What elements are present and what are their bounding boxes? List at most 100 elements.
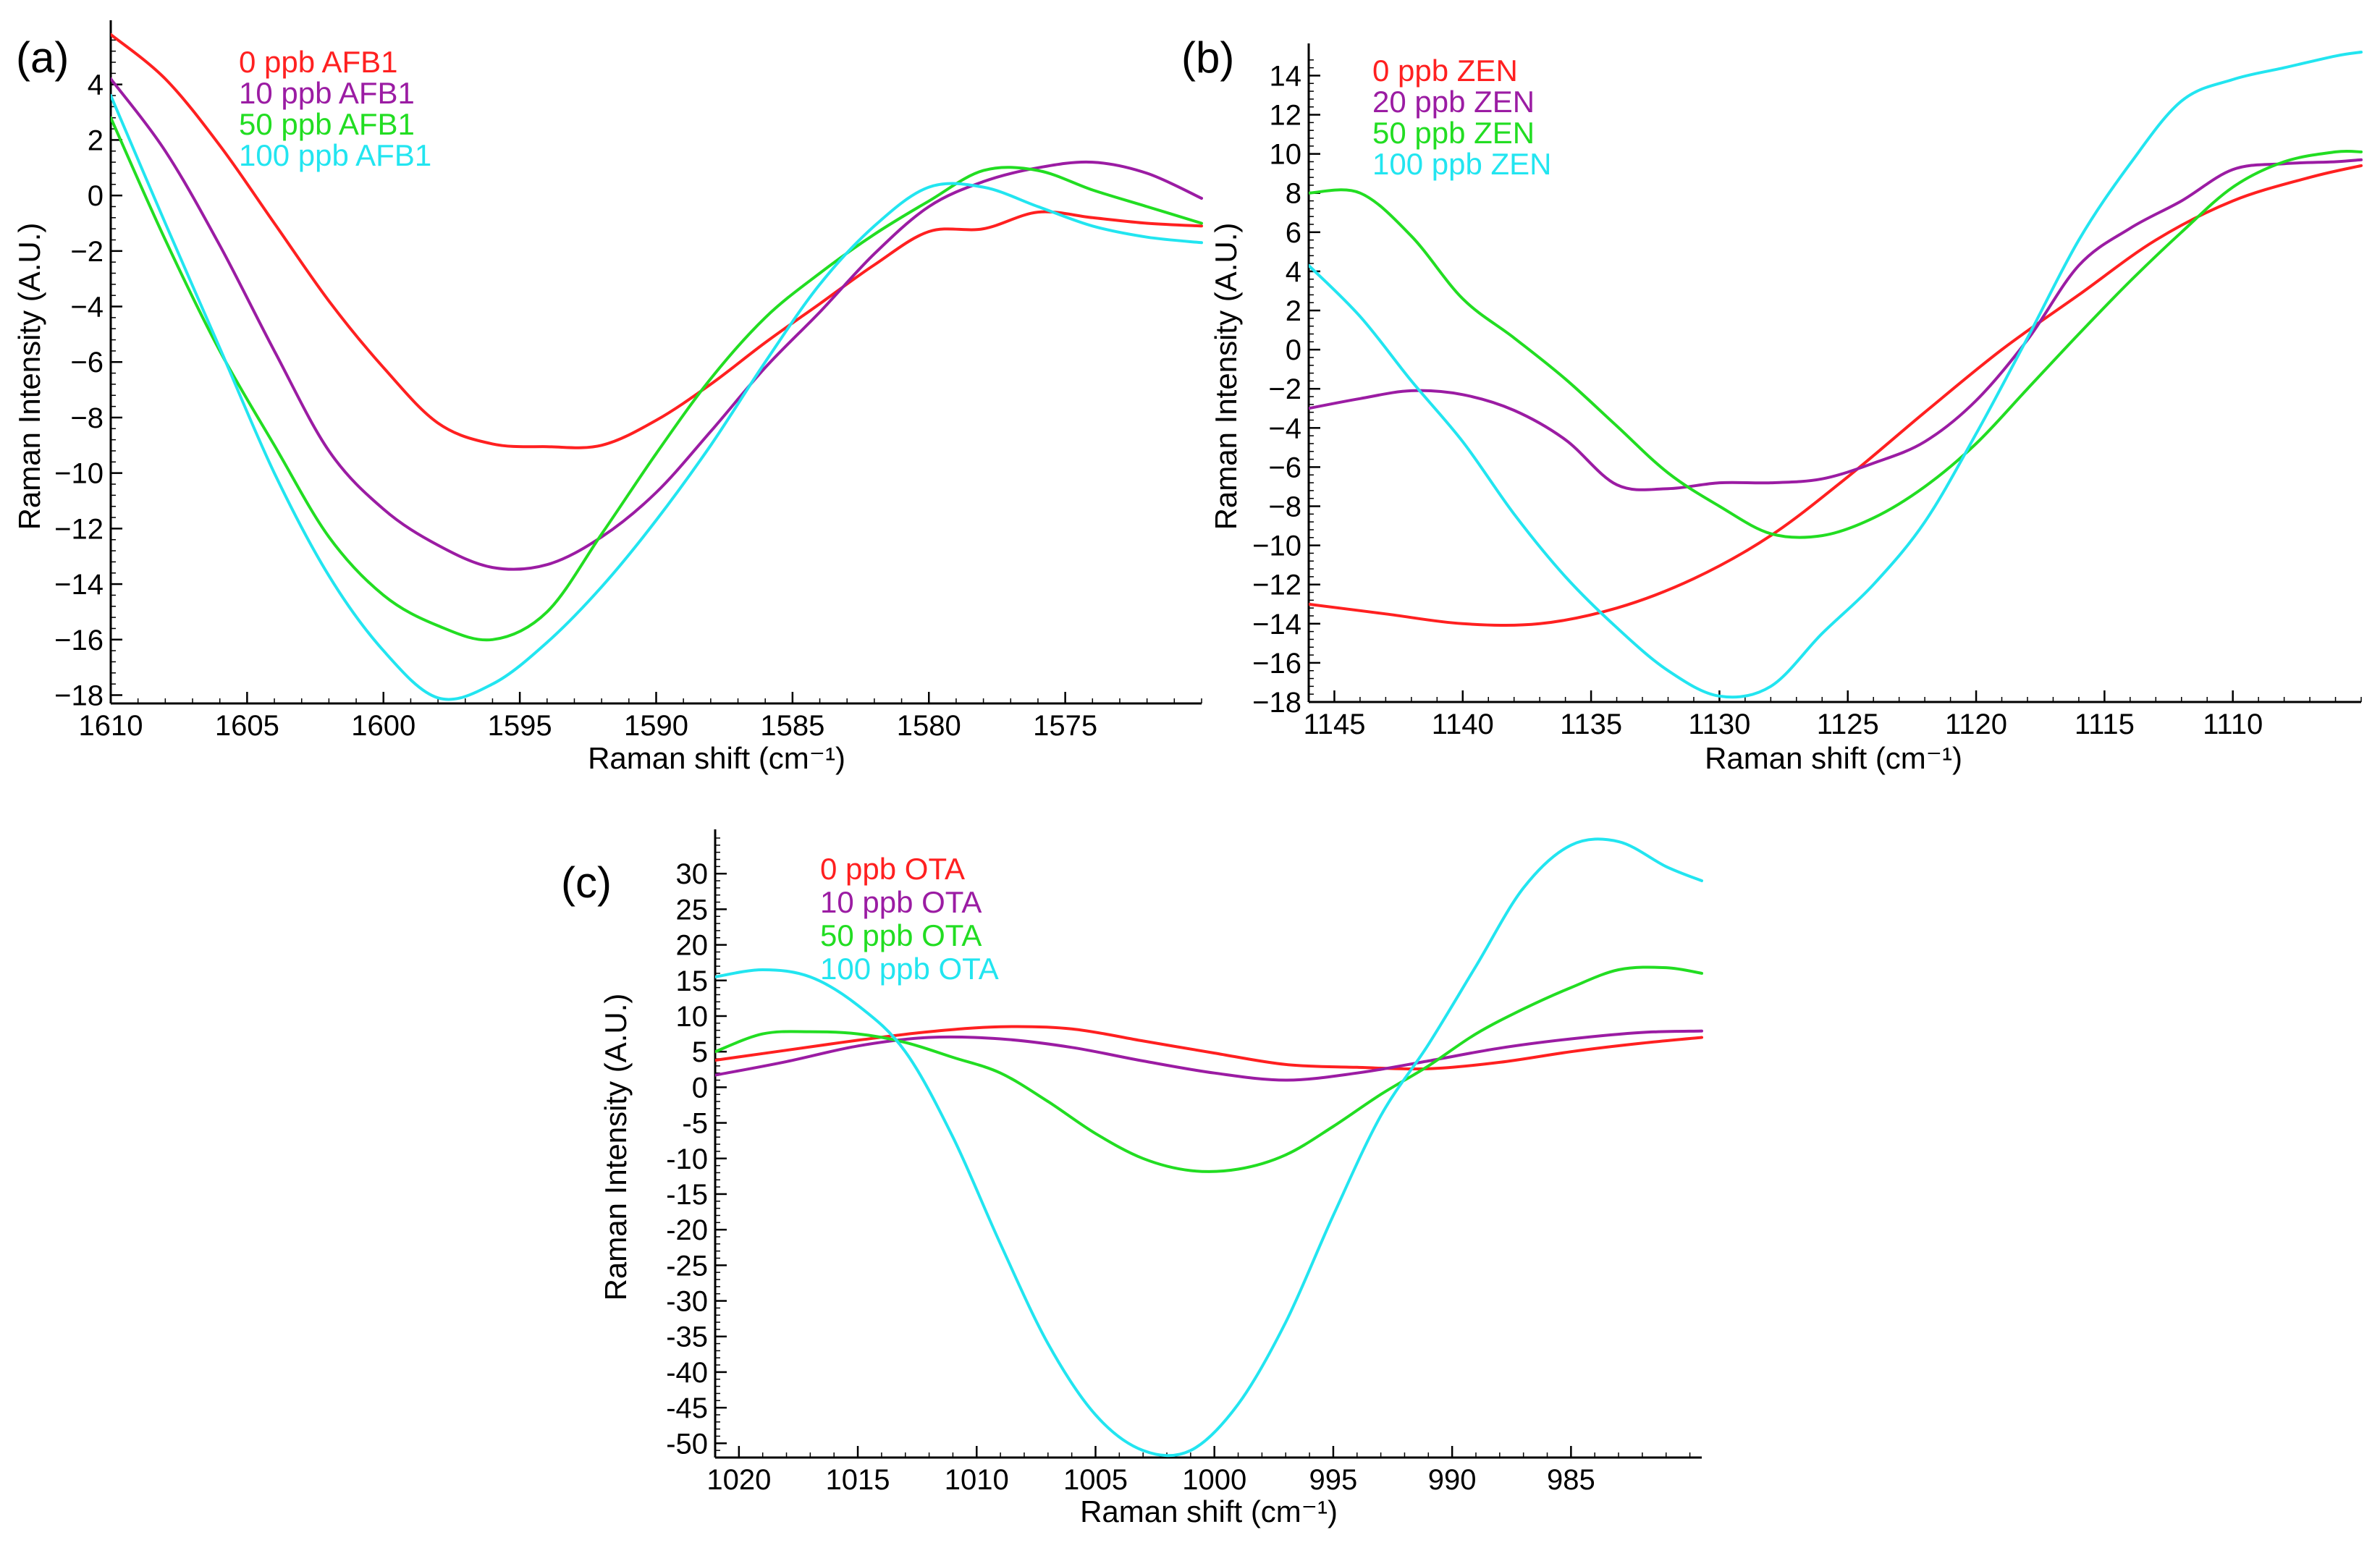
panel-3: 1020 1015 1010 1005 1000 995 990 98530252015105… [561, 829, 1703, 1528]
y-tick-label: 2 [88, 124, 104, 156]
panel-1: 1610 1605 1600 1595 1590 1585 1580 1575 4 2 0 −2 −4 −… [12, 20, 1203, 775]
y-tick-label: −14 [1252, 609, 1301, 640]
y-tick-label: −4 [70, 292, 104, 323]
y-tick-label: −2 [70, 236, 104, 268]
x-axis-label: Raman shift (cm⁻¹) [1080, 1494, 1338, 1528]
x-tick-label: 1005 [1063, 1464, 1128, 1496]
y-tick-label: 30 [676, 858, 709, 890]
x-tick-label: 995 [1309, 1464, 1358, 1496]
x-tick-label: 1605 [215, 710, 279, 742]
x-tick-label: 1125 [1817, 709, 1879, 740]
y-tick-label: −16 [1252, 648, 1301, 680]
x-tick-label: 1595 [488, 710, 552, 742]
x-tick-label: 990 [1428, 1464, 1477, 1496]
legend-entry: 0 ppb AFB1 [239, 45, 398, 79]
legend-entry: 10 ppb OTA [820, 885, 982, 919]
legend-entry: 50 ppb OTA [820, 918, 982, 952]
y-tick-label: -45 [666, 1392, 708, 1424]
y-tick-label: 0 [88, 180, 104, 212]
series-line-20-ppb-zen [1309, 158, 2363, 491]
y-tick-label: −18 [54, 680, 104, 711]
legend-entry: 100 ppb OTA [820, 952, 999, 986]
y-tick-label: −10 [1252, 530, 1301, 562]
y-tick-label: −8 [1268, 491, 1301, 523]
y-tick-label: -10 [666, 1143, 708, 1175]
y-tick-label: −12 [54, 513, 104, 545]
x-tick-label: 1600 [351, 710, 415, 742]
legend-entry: 20 ppb ZEN [1372, 85, 1535, 119]
x-tick-label: 1145 [1303, 709, 1365, 740]
series-line-10-ppb-ota [715, 1029, 1703, 1082]
series-line-50-ppb-ota [715, 965, 1703, 1173]
x-tick-label: 1130 [1688, 709, 1750, 740]
y-axis-label: Raman Intensity (A.U.) [1209, 223, 1243, 530]
legend-entry: 0 ppb OTA [820, 852, 965, 886]
y-tick-label: −2 [1268, 373, 1301, 405]
y-tick-label: −14 [54, 569, 104, 601]
x-tick-label: 1590 [624, 710, 688, 742]
x-tick-label: 985 [1547, 1464, 1595, 1496]
y-tick-label: −8 [70, 402, 104, 434]
x-tick-label: 1000 [1182, 1464, 1246, 1496]
y-tick-label: -20 [666, 1214, 708, 1246]
x-tick-label: 1120 [1945, 709, 2007, 740]
x-tick-label: 1585 [760, 710, 824, 742]
panel-2: 1145 1140 1135 1130 1125 1120 1115 1110 14 12 10 8 6… [1181, 33, 2363, 775]
y-tick-label: −6 [70, 347, 104, 378]
y-tick-label: 10 [1270, 139, 1302, 171]
x-tick-label: 1015 [826, 1464, 890, 1496]
x-tick-label: 1140 [1432, 709, 1494, 740]
y-axis-label: Raman Intensity (A.U.) [599, 994, 633, 1301]
legend-entry: 100 ppb ZEN [1372, 147, 1552, 181]
legend-entry: 10 ppb AFB1 [239, 76, 415, 110]
y-tick-label: 2 [1286, 295, 1301, 327]
x-tick-label: 1135 [1560, 709, 1622, 740]
y-tick-label: −16 [54, 625, 104, 656]
y-tick-label: 4 [88, 69, 104, 101]
x-axis-label: Raman shift (cm⁻¹) [1705, 741, 1962, 775]
y-tick-label: -50 [666, 1428, 708, 1460]
y-tick-label: 4 [1286, 256, 1301, 288]
y-tick-label: -40 [666, 1357, 708, 1389]
y-tick-label: 0 [1286, 334, 1301, 366]
y-tick-label: −6 [1268, 452, 1301, 483]
y-tick-label: 6 [1286, 217, 1301, 249]
panel-label: (c) [561, 858, 612, 907]
legend-entry: 50 ppb AFB1 [239, 107, 415, 141]
series-line-50-ppb-zen [1309, 149, 2363, 539]
y-tick-label: 15 [676, 965, 709, 997]
x-tick-label: 1610 [79, 710, 143, 742]
x-tick-label: 1575 [1033, 710, 1097, 742]
y-tick-label: -30 [666, 1286, 708, 1318]
y-tick-label: 8 [1286, 178, 1301, 210]
x-axis-label: Raman shift (cm⁻¹) [588, 741, 845, 775]
series-line-10-ppb-afb1 [111, 77, 1203, 571]
panel-label: (a) [16, 33, 69, 82]
series-line-50-ppb-afb1 [111, 116, 1203, 642]
y-tick-label: −18 [1252, 687, 1301, 719]
y-tick-label: -5 [682, 1108, 708, 1140]
panel-label: (b) [1181, 33, 1234, 82]
legend-entry: 100 ppb AFB1 [239, 138, 431, 172]
y-tick-label: 12 [1270, 100, 1302, 132]
y-tick-label: 25 [676, 894, 709, 926]
y-tick-label: 14 [1270, 60, 1302, 92]
y-tick-label: 20 [676, 930, 709, 962]
series-line-100-ppb-zen [1309, 51, 2363, 699]
series-line-100-ppb-afb1 [111, 94, 1203, 701]
y-tick-label: 5 [692, 1036, 708, 1068]
series-line-0-ppb-ota [715, 1025, 1703, 1071]
x-tick-label: 1110 [2203, 709, 2263, 740]
y-tick-label: −10 [54, 458, 104, 490]
legend-entry: 50 ppb ZEN [1372, 116, 1535, 150]
series-line-100-ppb-ota [715, 837, 1703, 1458]
y-tick-label: -35 [666, 1321, 708, 1353]
y-tick-label: 10 [676, 1001, 709, 1033]
y-tick-label: -15 [666, 1179, 708, 1211]
y-tick-label: −12 [1252, 570, 1301, 601]
series-line-0-ppb-afb1 [111, 33, 1203, 449]
y-tick-label: 0 [692, 1072, 708, 1104]
x-tick-label: 1580 [897, 710, 961, 742]
x-tick-label: 1020 [706, 1464, 771, 1496]
